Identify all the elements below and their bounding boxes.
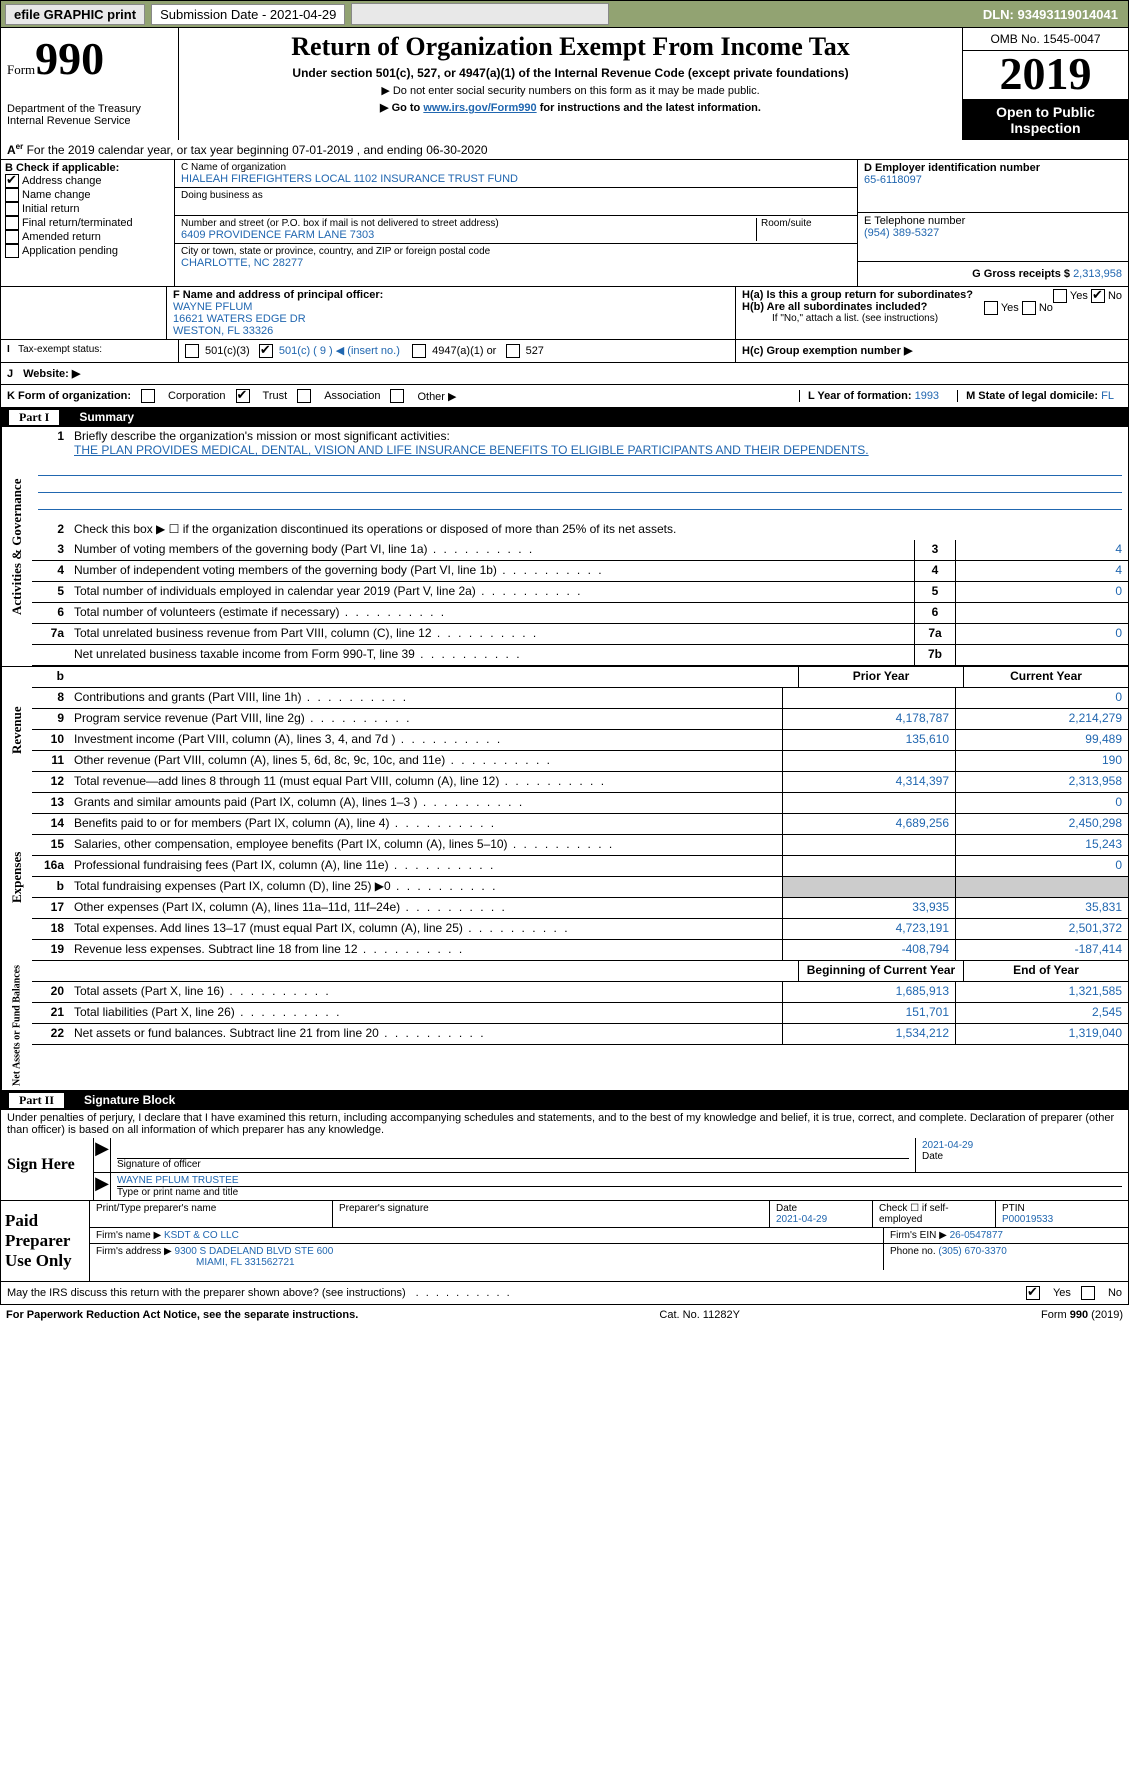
checkbox-final-return[interactable]	[5, 216, 19, 230]
table-row: 7aTotal unrelated business revenue from …	[32, 624, 1128, 645]
discuss-row: May the IRS discuss this return with the…	[0, 1282, 1129, 1305]
h-c: H(c) Group exemption number ▶	[736, 340, 1128, 362]
org-name: HIALEAH FIREFIGHTERS LOCAL 1102 INSURANC…	[181, 173, 851, 185]
table-row: 9Program service revenue (Part VIII, lin…	[32, 709, 1128, 730]
table-row: 13Grants and similar amounts paid (Part …	[32, 793, 1128, 814]
table-row: 6Total number of volunteers (estimate if…	[32, 603, 1128, 624]
page-footer: For Paperwork Reduction Act Notice, see …	[0, 1305, 1129, 1325]
col-beginning-year: Beginning of Current Year	[798, 961, 963, 981]
line-a: Aer For the 2019 calendar year, or tax y…	[0, 140, 1129, 160]
table-row: 14Benefits paid to or for members (Part …	[32, 814, 1128, 835]
mission-text: THE PLAN PROVIDES MEDICAL, DENTAL, VISIO…	[74, 443, 869, 457]
ein-value: 65-6118097	[864, 174, 1122, 186]
revenue-section: Revenue b Prior Year Current Year 8Contr…	[0, 666, 1129, 793]
form-header: Form990 Department of the Treasury Inter…	[0, 28, 1129, 140]
sign-arrow-icon-2: ▶	[94, 1173, 111, 1200]
checkbox-name-change[interactable]	[5, 188, 19, 202]
org-city: CHARLOTTE, NC 28277	[181, 257, 851, 269]
irs-link[interactable]: www.irs.gov/Form990	[423, 102, 536, 114]
table-row: 3Number of voting members of the governi…	[32, 540, 1128, 561]
chk-527[interactable]	[506, 344, 520, 358]
expenses-section: Expenses 13Grants and similar amounts pa…	[0, 793, 1129, 961]
table-row: Net unrelated business taxable income fr…	[32, 645, 1128, 666]
table-row: 22Net assets or fund balances. Subtract …	[32, 1024, 1128, 1045]
table-row: 21Total liabilities (Part X, line 26)151…	[32, 1003, 1128, 1024]
chk-other[interactable]	[390, 389, 404, 403]
net-assets-section: Net Assets or Fund Balances Beginning of…	[0, 961, 1129, 1091]
department-label: Department of the Treasury Internal Reve…	[7, 103, 172, 127]
hb-yes[interactable]	[984, 301, 998, 315]
sign-arrow-icon: ▶	[94, 1138, 111, 1172]
chk-trust[interactable]	[236, 389, 250, 403]
blank-field	[351, 3, 609, 25]
table-row: 16aProfessional fundraising fees (Part I…	[32, 856, 1128, 877]
chk-501c[interactable]	[259, 344, 273, 358]
box-c: C Name of organization HIALEAH FIREFIGHT…	[175, 160, 858, 286]
phone-value: (954) 389-5327	[864, 227, 1122, 239]
signer-name: WAYNE PFLUM TRUSTEE	[117, 1175, 1122, 1187]
side-label-net: Net Assets or Fund Balances	[1, 961, 32, 1090]
paid-preparer-block: Paid Preparer Use Only Print/Type prepar…	[0, 1201, 1129, 1282]
chk-501c3[interactable]	[185, 344, 199, 358]
checkbox-application-pending[interactable]	[5, 244, 19, 258]
checkbox-initial-return[interactable]	[5, 202, 19, 216]
col-end-year: End of Year	[963, 961, 1128, 981]
form-number: Form990	[7, 32, 172, 85]
ha-no[interactable]	[1091, 289, 1105, 303]
row-website: JWebsite: ▶	[0, 363, 1129, 385]
side-label-revenue: Revenue	[1, 667, 32, 793]
org-address: 6409 PROVIDENCE FARM LANE 7303	[181, 229, 756, 241]
chk-corp[interactable]	[141, 389, 155, 403]
form-note-2: ▶ Go to www.irs.gov/Form990 for instruct…	[185, 101, 956, 114]
perjury-statement: Under penalties of perjury, I declare th…	[0, 1110, 1129, 1138]
h-a: H(a) Is this a group return for subordin…	[742, 289, 1122, 301]
table-row: 12Total revenue—add lines 8 through 11 (…	[32, 772, 1128, 793]
chk-4947[interactable]	[412, 344, 426, 358]
section-fh: F Name and address of principal officer:…	[0, 287, 1129, 340]
table-row: bTotal fundraising expenses (Part IX, co…	[32, 877, 1128, 898]
gross-receipts: 2,313,958	[1073, 268, 1122, 280]
checkbox-amended[interactable]	[5, 230, 19, 244]
officer-name: WAYNE PFLUM	[173, 301, 729, 313]
ha-yes[interactable]	[1053, 289, 1067, 303]
open-inspection-badge: Open to Public Inspection	[963, 100, 1128, 140]
part-1-header: Part I Summary	[0, 408, 1129, 427]
col-current-year: Current Year	[963, 667, 1128, 687]
chk-assoc[interactable]	[297, 389, 311, 403]
form-subtitle: Under section 501(c), 527, or 4947(a)(1)…	[185, 66, 956, 80]
table-row: 18Total expenses. Add lines 13–17 (must …	[32, 919, 1128, 940]
checkbox-address-change[interactable]	[5, 174, 19, 188]
box-b: B Check if applicable: Address change Na…	[1, 160, 175, 286]
side-label-activities: Activities & Governance	[1, 427, 32, 666]
part-2-header: Part II Signature Block	[0, 1091, 1129, 1110]
activities-governance: Activities & Governance 1 Briefly descri…	[0, 427, 1129, 666]
row-tax-exempt: I Tax-exempt status: 501(c)(3) 501(c) ( …	[0, 340, 1129, 363]
table-row: 4Number of independent voting members of…	[32, 561, 1128, 582]
row-klm: K Form of organization: Corporation Trus…	[0, 385, 1129, 408]
col-prior-year: Prior Year	[798, 667, 963, 687]
table-row: 8Contributions and grants (Part VIII, li…	[32, 688, 1128, 709]
sign-here-block: Sign Here ▶ Signature of officer 2021-04…	[0, 1138, 1129, 1201]
section-bcdeg: B Check if applicable: Address change Na…	[0, 160, 1129, 287]
table-row: 17Other expenses (Part IX, column (A), l…	[32, 898, 1128, 919]
table-row: 15Salaries, other compensation, employee…	[32, 835, 1128, 856]
table-row: 20Total assets (Part X, line 16)1,685,91…	[32, 982, 1128, 1003]
table-row: 19Revenue less expenses. Subtract line 1…	[32, 940, 1128, 961]
side-label-expenses: Expenses	[1, 793, 32, 961]
submission-date: Submission Date - 2021-04-29	[151, 4, 345, 25]
dln-label: DLN: 93493119014041	[983, 7, 1124, 22]
form-title: Return of Organization Exempt From Incom…	[185, 32, 956, 62]
box-de: D Employer identification number 65-6118…	[858, 160, 1128, 286]
table-row: 11Other revenue (Part VIII, column (A), …	[32, 751, 1128, 772]
form-note-1: ▶ Do not enter social security numbers o…	[185, 84, 956, 97]
table-row: 5Total number of individuals employed in…	[32, 582, 1128, 603]
discuss-no[interactable]	[1081, 1286, 1095, 1300]
hb-no[interactable]	[1022, 301, 1036, 315]
table-row: 10Investment income (Part VIII, column (…	[32, 730, 1128, 751]
tax-year: 2019	[963, 51, 1128, 100]
discuss-yes[interactable]	[1026, 1286, 1040, 1300]
efile-button[interactable]: efile GRAPHIC print	[5, 4, 145, 25]
top-bar: efile GRAPHIC print Submission Date - 20…	[0, 0, 1129, 28]
